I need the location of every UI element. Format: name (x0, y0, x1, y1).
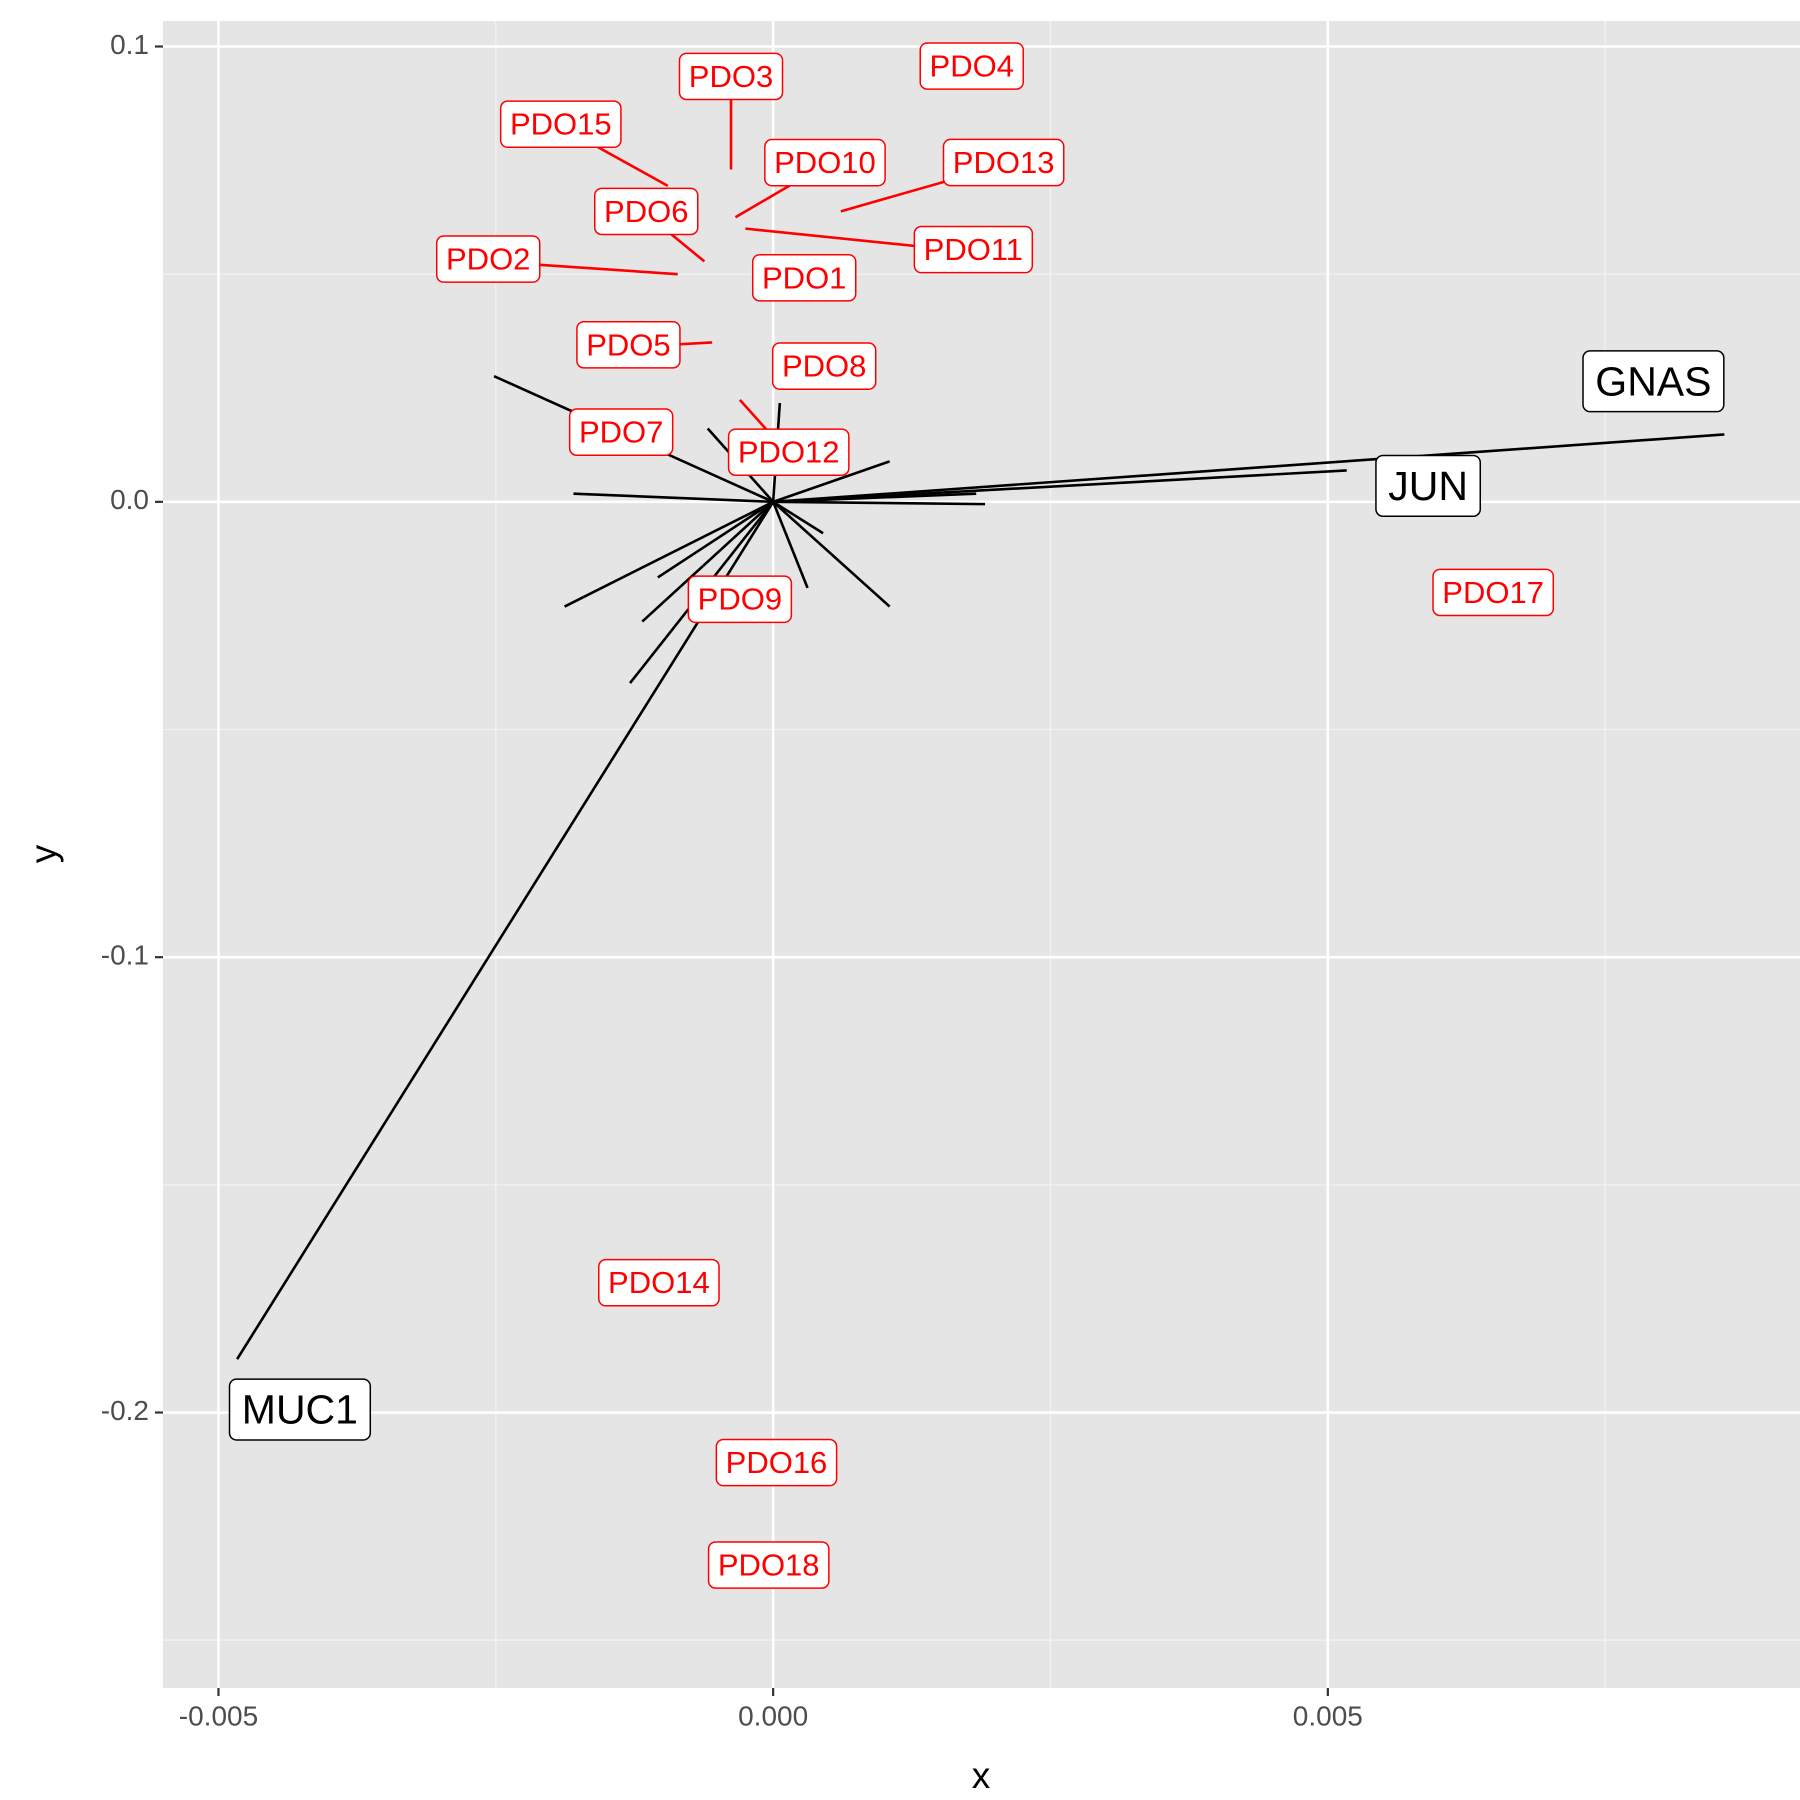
label-box (593, 187, 699, 236)
vector-label-text: JUN (1388, 463, 1468, 509)
sample-label: PDO18 (707, 1541, 830, 1589)
sample-label-text: PDO2 (446, 242, 530, 277)
x-axis-title: x (972, 1755, 991, 1796)
sample-label-text: PDO11 (924, 232, 1023, 267)
label-box (764, 138, 886, 187)
sample-label: PDO14 (598, 1258, 720, 1307)
sample-label-text: PDO8 (782, 349, 866, 384)
y-axis-title: y (23, 844, 64, 863)
label-box (499, 100, 622, 149)
label-box (598, 1258, 720, 1307)
loading-vector (773, 500, 986, 506)
x-tick-label: -0.005 (179, 1700, 258, 1731)
sample-label: PDO12 (727, 428, 850, 477)
sample-label-text: PDO7 (579, 415, 663, 450)
loading-vector (564, 500, 774, 608)
vector-label-text: GNAS (1595, 358, 1711, 404)
sample-label: PDO13 (942, 138, 1065, 187)
sample-label-text: PDO4 (930, 49, 1014, 84)
loading-vector (771, 501, 809, 589)
label-box (919, 42, 1024, 90)
sample-label-text: PDO10 (774, 145, 876, 180)
vector-label: JUN (1375, 454, 1482, 517)
sample-label-text: PDO17 (1442, 575, 1544, 610)
label-box (678, 52, 784, 101)
label-box (687, 575, 793, 624)
loading-vector (772, 500, 891, 608)
sample-label-text: PDO1 (762, 260, 846, 295)
sample-label: PDO9 (687, 575, 793, 624)
label-box (1582, 350, 1725, 413)
sample-label-text: PDO13 (953, 145, 1055, 180)
sample-label: PDO11 (913, 225, 1034, 274)
label-box (1432, 568, 1555, 617)
label-box (715, 1438, 838, 1487)
sample-label-text: PDO14 (608, 1265, 710, 1300)
sample-label-text: PDO15 (510, 107, 612, 142)
label-box (576, 320, 681, 369)
label-box (751, 253, 857, 302)
label-box (568, 408, 674, 456)
label-box (435, 235, 541, 283)
loading-vector (657, 500, 774, 579)
loading-vector (573, 492, 774, 504)
vector-label: MUC1 (228, 1378, 372, 1441)
sample-label: PDO3 (678, 52, 784, 101)
vector-label: GNAS (1582, 350, 1725, 413)
sample-label: PDO15 (499, 100, 622, 149)
loading-vector (773, 492, 977, 504)
sample-label: PDO6 (593, 187, 699, 236)
loading-vector (236, 501, 775, 1360)
sample-label: PDO2 (435, 235, 541, 283)
x-tick-label: 0.000 (738, 1700, 808, 1731)
label-box (727, 428, 850, 477)
sample-label-text: PDO16 (726, 1445, 828, 1480)
loading-vector (641, 500, 775, 623)
sample-label: PDO1 (751, 253, 857, 302)
sample-label-text: PDO5 (586, 327, 670, 362)
y-tick-label: -0.1 (101, 940, 149, 971)
sample-label: PDO16 (715, 1438, 838, 1487)
sample-label: PDO5 (576, 320, 681, 369)
y-tick-label: 0.1 (110, 29, 149, 60)
vector-label-text: MUC1 (242, 1387, 358, 1433)
label-box (707, 1541, 830, 1589)
sample-label: PDO7 (568, 408, 674, 456)
label-box (942, 138, 1065, 187)
sample-label: PDO17 (1432, 568, 1555, 617)
label-box (913, 225, 1034, 274)
label-box (771, 342, 877, 390)
sample-label-text: PDO6 (604, 194, 688, 229)
sample-label: PDO4 (919, 42, 1024, 90)
label-box (228, 1378, 372, 1441)
loading-vector (772, 500, 824, 535)
y-tick-label: -0.2 (101, 1395, 149, 1426)
sample-label: PDO10 (764, 138, 886, 187)
label-box (1375, 454, 1482, 517)
panel (163, 21, 1800, 1688)
y-tick-label: 0.0 (110, 484, 149, 515)
x-tick-label: 0.005 (1293, 1700, 1363, 1731)
sample-label-text: PDO18 (718, 1548, 820, 1583)
sample-label: PDO8 (771, 342, 877, 390)
sample-label-text: PDO9 (698, 582, 782, 617)
sample-label-text: PDO3 (689, 59, 773, 94)
loading-vector (773, 469, 1347, 504)
loading-vector (772, 460, 891, 504)
sample-label-text: PDO12 (738, 435, 840, 470)
loading-vector (773, 433, 1725, 504)
